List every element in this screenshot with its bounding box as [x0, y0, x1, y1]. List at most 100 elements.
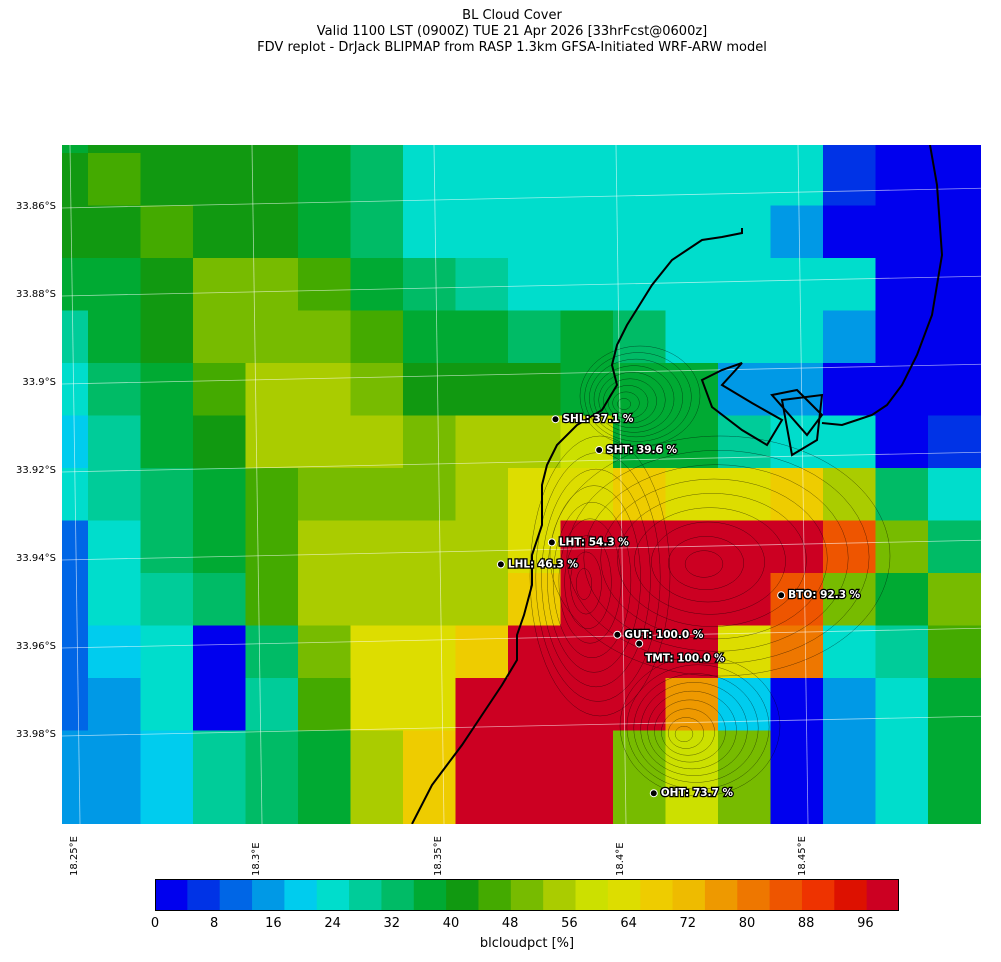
grid-cell [718, 205, 771, 259]
parallel-line [62, 715, 992, 737]
grid-cell [62, 363, 89, 416]
grid-cell [770, 310, 824, 364]
station-dot[interactable] [547, 538, 556, 547]
contour-line [674, 725, 694, 743]
contour-line [575, 568, 593, 600]
station-marker[interactable]: LHT: 54.3 % [547, 535, 631, 550]
station-dot[interactable] [777, 591, 786, 600]
grid-cell [665, 205, 719, 259]
grid-cell [455, 205, 509, 259]
title-line-1: BL Cloud Cover [462, 8, 562, 23]
grid-cell [770, 678, 824, 731]
grid-cell [560, 310, 614, 364]
station-marker[interactable]: TMT: 100.0 % [635, 639, 726, 666]
grid-cell [508, 730, 561, 784]
parallel-line [62, 275, 992, 297]
grid-cell [298, 153, 351, 206]
grid-cell [62, 153, 89, 206]
grid-cell [665, 145, 719, 154]
contour-line [564, 535, 612, 629]
grid-cell [298, 573, 351, 626]
colorbar-segment [284, 879, 318, 911]
contour-line [584, 352, 692, 442]
grid-cell [62, 730, 89, 784]
station-dot[interactable] [551, 415, 560, 424]
grid-cell [298, 520, 351, 574]
station-marker[interactable]: SHT: 39.6 % [595, 443, 679, 457]
parallel-line [62, 187, 992, 209]
grid-cell [770, 145, 824, 154]
contour-line [549, 435, 891, 677]
colorbar-segment [769, 879, 803, 911]
colorbar-tick-label: 24 [324, 916, 341, 931]
grid-cell [823, 310, 876, 364]
grid-cell [770, 468, 824, 521]
grid-cell [455, 153, 509, 206]
station-marker[interactable]: OHT: 73.7 % [649, 786, 735, 800]
meridian-line [251, 145, 263, 824]
grid-cell [193, 783, 246, 824]
grid-cell [350, 520, 404, 574]
grid-cell [245, 363, 299, 416]
grid-cell [770, 625, 824, 679]
grid-cell [193, 573, 246, 626]
contour-line [529, 435, 671, 717]
station-marker[interactable]: GUT: 100.0 % [613, 628, 705, 642]
map-canvas[interactable]: SHL: 37.1 % SHT: 39.6 % LHT: 54.3 % LHL: 46… [62, 145, 992, 824]
grid-cell [875, 783, 929, 824]
grid-cell [770, 730, 824, 784]
grid-cell [770, 783, 824, 824]
station-marker[interactable]: LHL: 46.3 % [496, 557, 580, 572]
station-dot[interactable] [595, 446, 604, 454]
grid-cell [875, 145, 929, 154]
station-dot[interactable] [496, 560, 505, 569]
grid-cell [88, 415, 141, 469]
grid-cell [140, 205, 194, 259]
grid-cell [350, 783, 404, 824]
station-dot[interactable] [613, 630, 622, 639]
station-marker[interactable]: BTO: 92.3 % [777, 588, 862, 602]
grid-cell [508, 625, 561, 679]
grid-cell [613, 258, 666, 311]
latitude-tick-label: 33.98°S [16, 729, 56, 740]
grid-cell [193, 258, 246, 311]
grid-cell [823, 573, 876, 626]
latitude-tick-label: 33.86°S [16, 201, 56, 212]
grid-cell [665, 573, 719, 626]
latitude-tick-label: 33.94°S [16, 553, 56, 564]
grid-cell [193, 310, 246, 364]
grid-cell [140, 783, 194, 824]
contour-line [612, 391, 640, 415]
grid-cell [193, 730, 246, 784]
latitude-tick-label: 33.9°S [22, 377, 56, 388]
grid-cell [928, 363, 981, 416]
grid-cell [403, 205, 456, 259]
station-marker[interactable]: SHL: 37.1 % [551, 412, 635, 426]
grid-cell [350, 730, 404, 784]
grid-cell [350, 363, 404, 416]
grid-cell [508, 205, 561, 259]
grid-cell [88, 573, 141, 626]
grid-cell [665, 258, 719, 311]
grid-cell [455, 145, 509, 154]
meridian-line [615, 145, 627, 824]
grid-cell [140, 520, 194, 574]
colorbar-segment [155, 879, 188, 911]
map-panel[interactable]: SHL: 37.1 % SHT: 39.6 % LHT: 54.3 % LHL: 46… [62, 145, 992, 824]
grid-cell [245, 145, 299, 154]
station-dot[interactable] [635, 639, 644, 648]
contour-line [684, 550, 724, 578]
longitude-tick-label: 18.45°E [797, 836, 808, 876]
contour-line [661, 708, 715, 756]
colorbar-segment [607, 879, 641, 911]
longitude-tick-label: 18.3°E [251, 842, 262, 876]
grid-cell [350, 310, 404, 364]
colorbar-segment [640, 879, 674, 911]
colorbar-tick-label: 8 [210, 916, 219, 931]
grid-cell [403, 310, 456, 364]
colorbar-segment [316, 879, 350, 911]
grid-cell [928, 310, 981, 364]
grid-cell [613, 153, 666, 206]
station-dot[interactable] [649, 789, 658, 798]
contour-line [633, 673, 759, 783]
